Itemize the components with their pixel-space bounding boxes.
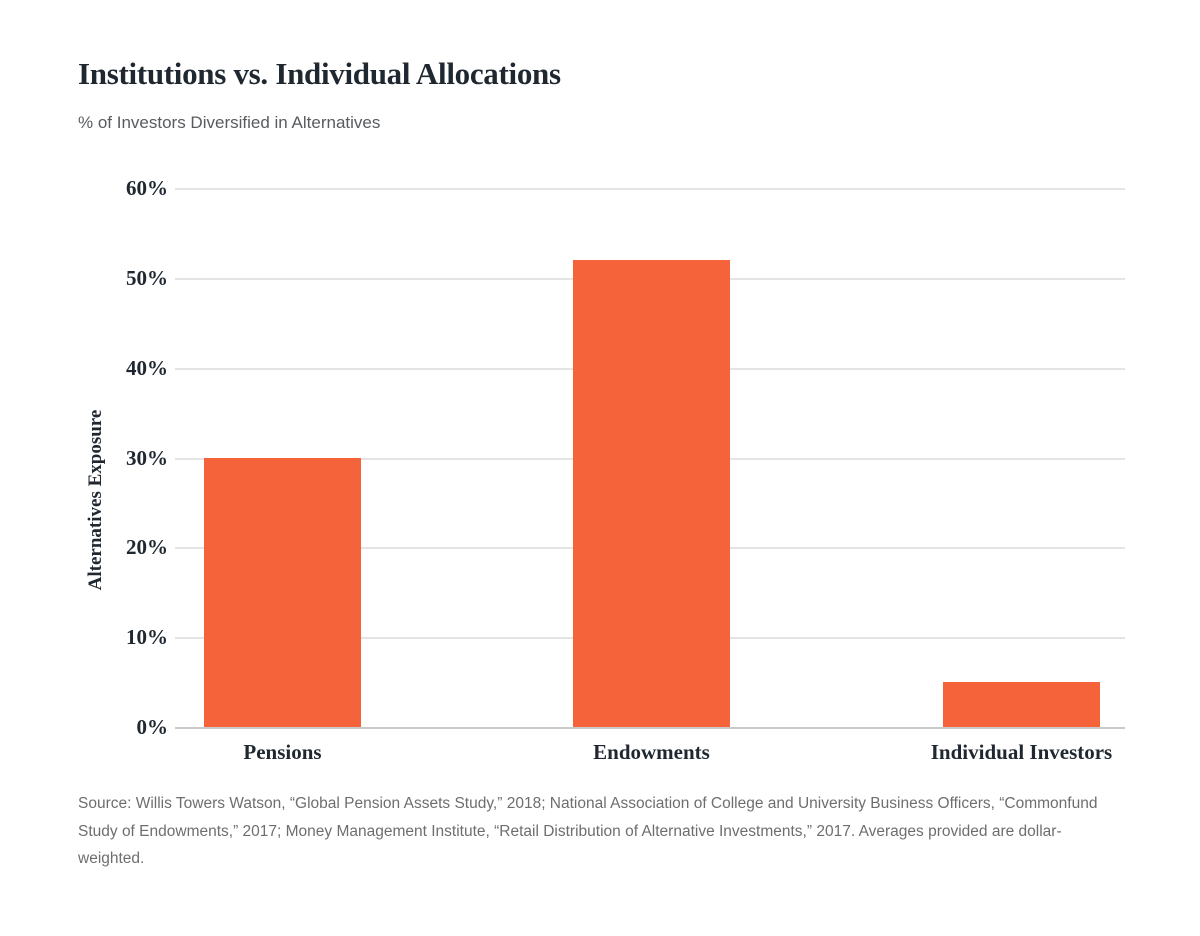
chart-subtitle: % of Investors Diversified in Alternativ… bbox=[78, 113, 381, 132]
x-category-label-individual-investors: Individual Investors bbox=[930, 740, 1113, 764]
bar-pensions bbox=[204, 457, 361, 727]
source-note: Source: Willis Towers Watson, “Global Pe… bbox=[78, 795, 1098, 867]
chart-title: Institutions vs. Individual Allocations bbox=[78, 56, 561, 91]
y-tick-label-40: 40% bbox=[126, 355, 168, 380]
y-tick-label-10: 10% bbox=[126, 625, 168, 650]
bar-individual-investors bbox=[943, 682, 1100, 727]
gridline-0 bbox=[175, 727, 1125, 729]
plot-area bbox=[175, 188, 1125, 729]
y-tick-label-50: 50% bbox=[126, 265, 168, 290]
x-category-label-endowments: Endowments bbox=[593, 740, 710, 764]
y-tick-label-30: 30% bbox=[126, 445, 168, 470]
y-tick-label-0: 0% bbox=[136, 715, 169, 739]
y-axis-label: Alternatives Exposure bbox=[85, 409, 106, 591]
x-category-label-pensions: Pensions bbox=[243, 740, 322, 764]
bar-endowments bbox=[573, 259, 730, 727]
gridline-60 bbox=[175, 188, 1125, 190]
y-tick-label-60: 60% bbox=[126, 176, 168, 200]
y-tick-label-20: 20% bbox=[126, 535, 168, 560]
